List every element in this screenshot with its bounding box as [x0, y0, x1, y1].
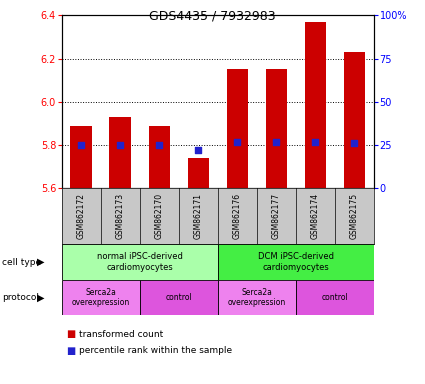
Text: ▶: ▶: [37, 257, 44, 267]
Bar: [71, 126, 92, 188]
Point: [273, 139, 280, 145]
Point: [156, 142, 163, 148]
Text: DCM iPSC-derived
cardiomyocytes: DCM iPSC-derived cardiomyocytes: [258, 252, 334, 272]
Text: ■: ■: [66, 329, 75, 339]
Bar: [187, 158, 209, 188]
Point: [351, 140, 358, 146]
Bar: [227, 70, 248, 188]
Text: GSM862170: GSM862170: [155, 193, 164, 239]
Bar: [62, 280, 140, 315]
Bar: [266, 70, 287, 188]
Text: GSM862175: GSM862175: [350, 193, 359, 239]
Text: GSM862173: GSM862173: [116, 193, 125, 239]
Bar: [344, 52, 365, 188]
Text: percentile rank within the sample: percentile rank within the sample: [79, 346, 232, 355]
Text: GSM862171: GSM862171: [194, 193, 203, 239]
Bar: [218, 280, 296, 315]
Text: normal iPSC-derived
cardiomyocytes: normal iPSC-derived cardiomyocytes: [97, 252, 183, 272]
Bar: [305, 22, 326, 188]
Text: GSM862172: GSM862172: [76, 193, 86, 239]
Point: [117, 142, 124, 148]
Bar: [140, 280, 218, 315]
Point: [312, 139, 319, 145]
Text: ■: ■: [66, 346, 75, 356]
Text: GSM862174: GSM862174: [311, 193, 320, 239]
Text: control: control: [322, 293, 348, 302]
Point: [195, 147, 202, 153]
Text: ▶: ▶: [37, 293, 44, 303]
Bar: [148, 126, 170, 188]
Text: control: control: [165, 293, 192, 302]
Text: protocol: protocol: [2, 293, 39, 302]
Text: Serca2a
overexpression: Serca2a overexpression: [71, 288, 130, 307]
Text: GSM862177: GSM862177: [272, 193, 281, 239]
Text: transformed count: transformed count: [79, 329, 163, 339]
Bar: [110, 117, 131, 188]
Point: [78, 142, 85, 148]
Bar: [296, 280, 374, 315]
Text: GSM862176: GSM862176: [233, 193, 242, 239]
Bar: [62, 244, 218, 280]
Point: [234, 139, 241, 145]
Text: GDS4435 / 7932983: GDS4435 / 7932983: [149, 10, 276, 23]
Text: cell type: cell type: [2, 258, 41, 266]
Text: Serca2a
overexpression: Serca2a overexpression: [228, 288, 286, 307]
Bar: [218, 244, 374, 280]
